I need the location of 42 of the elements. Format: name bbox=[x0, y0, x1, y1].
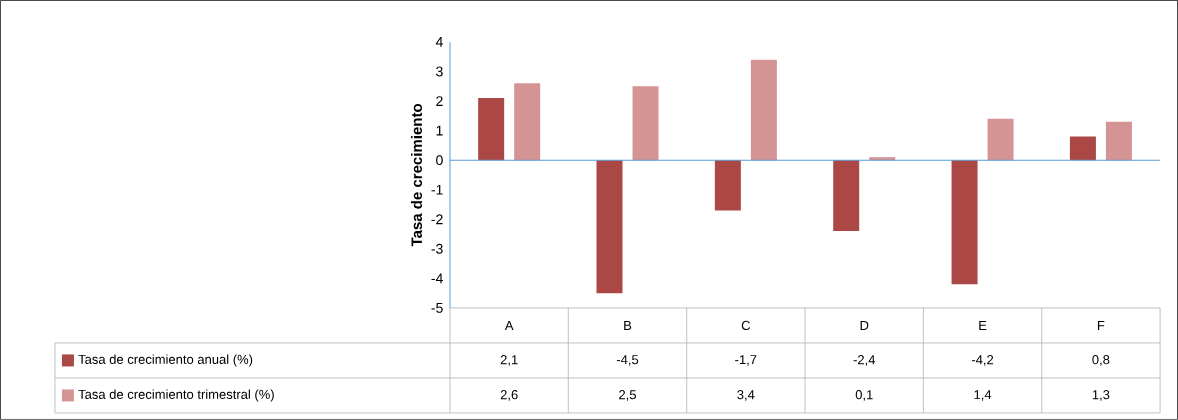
y-tick-label: 4 bbox=[435, 37, 443, 47]
bar bbox=[833, 160, 860, 232]
x-tick-label: A bbox=[504, 321, 514, 330]
y-tick-label: 2 bbox=[436, 96, 443, 106]
data-label: -4,2 bbox=[971, 355, 994, 366]
y-axis-title: Tasa de crecimiento bbox=[410, 104, 423, 247]
bar bbox=[596, 160, 623, 294]
x-tick-label: D bbox=[860, 321, 869, 330]
data-label: 1,4 bbox=[974, 390, 992, 401]
data-label: 2,5 bbox=[619, 390, 637, 401]
y-tick-label: 3 bbox=[436, 66, 443, 77]
bar bbox=[714, 160, 741, 211]
data-label: 0,8 bbox=[1092, 355, 1110, 366]
legend-label: Tasa de crecimiento trimestral (%) bbox=[78, 389, 274, 402]
data-label: 3,4 bbox=[737, 390, 755, 401]
data-label: 2,6 bbox=[500, 390, 518, 401]
bar bbox=[478, 98, 505, 161]
x-tick-label: B bbox=[624, 321, 632, 330]
bar bbox=[951, 160, 978, 285]
bar bbox=[1069, 136, 1096, 161]
bar bbox=[987, 118, 1014, 161]
bar bbox=[632, 86, 659, 161]
data-label: 1,3 bbox=[1092, 390, 1110, 401]
x-tick-label: E bbox=[979, 321, 987, 330]
y-tick-label: -4 bbox=[431, 273, 443, 284]
y-tick-label: 0 bbox=[436, 155, 443, 166]
y-tick-label: 1 bbox=[436, 125, 443, 136]
bar bbox=[514, 83, 541, 161]
y-tick-label: -1 bbox=[431, 184, 443, 195]
x-tick-label: C bbox=[741, 320, 751, 331]
bar bbox=[750, 59, 777, 161]
x-tick-label: F bbox=[1097, 321, 1105, 330]
data-label: 0,1 bbox=[855, 390, 873, 401]
legend-label: Tasa de crecimiento anual (%) bbox=[78, 354, 253, 367]
data-label: -2,4 bbox=[853, 355, 876, 366]
y-tick-label: -5 bbox=[431, 303, 443, 313]
y-tick-label: -3 bbox=[431, 243, 443, 254]
y-tick-label: -2 bbox=[431, 214, 443, 225]
bar bbox=[1105, 121, 1132, 161]
data-label: 2,1 bbox=[500, 355, 518, 366]
data-label: -4,5 bbox=[616, 355, 639, 366]
data-label: -1,7 bbox=[735, 355, 757, 366]
